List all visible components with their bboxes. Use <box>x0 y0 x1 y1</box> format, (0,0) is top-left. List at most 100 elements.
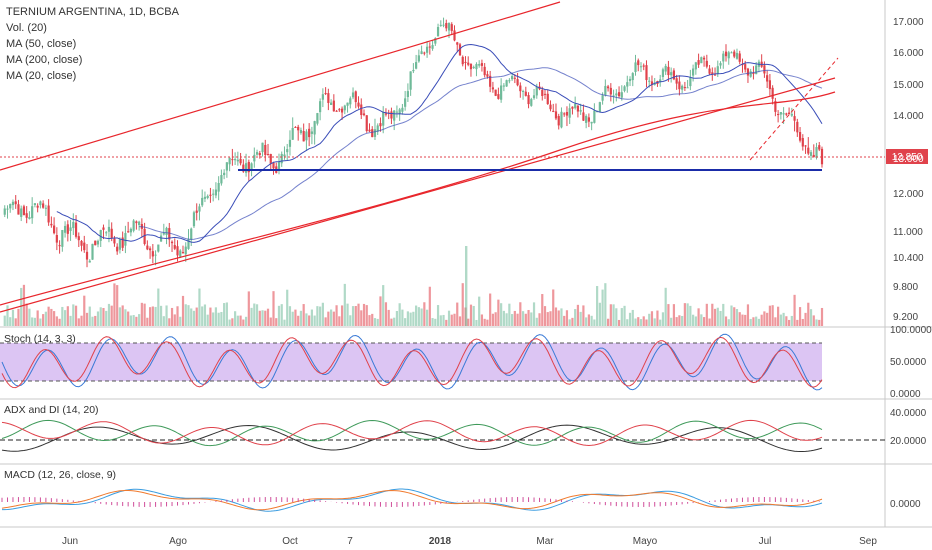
trend-lines[interactable] <box>0 1 839 313</box>
volume-bar <box>653 318 656 326</box>
candle-body <box>236 159 239 162</box>
indicator-volume[interactable]: Vol. (20) <box>6 22 47 34</box>
volume-bar <box>678 315 681 326</box>
volume-bar <box>31 317 34 326</box>
volume-bar <box>393 317 396 326</box>
candle-body <box>582 112 585 121</box>
volume-bar <box>508 303 511 326</box>
candle-body <box>428 46 431 48</box>
indicator-ma20[interactable]: MA (20, close) <box>6 70 77 82</box>
volume-bar <box>667 304 670 326</box>
volume-bar <box>771 305 774 326</box>
di-plus-line <box>1 419 823 447</box>
candle-body <box>774 101 777 112</box>
candle-body <box>357 102 360 107</box>
volume-bar <box>371 313 374 326</box>
candle-body <box>615 93 618 96</box>
candle-body <box>58 245 61 247</box>
volume-bar <box>113 283 116 326</box>
candle-body <box>258 153 261 156</box>
volume-bar <box>187 305 190 326</box>
volume-bar <box>724 316 728 326</box>
volume-bar <box>135 316 138 326</box>
candle-body <box>302 131 305 142</box>
volume-bar <box>217 312 220 326</box>
candle-body <box>793 116 796 121</box>
volume-bar <box>80 315 83 326</box>
volume-bar <box>593 319 596 326</box>
candle-body <box>798 132 802 141</box>
volume-bar <box>598 302 601 326</box>
volume-bar <box>648 313 651 326</box>
volume-bar <box>617 319 621 326</box>
candle-body <box>439 24 442 26</box>
stoch-pane-label[interactable]: Stoch (14, 3, 3) <box>4 333 76 345</box>
candle-body <box>77 236 80 241</box>
candle-body <box>637 60 640 66</box>
candle-body <box>406 91 409 98</box>
volume-bar <box>744 314 747 326</box>
candle-body <box>36 205 39 208</box>
volume-bar <box>25 303 28 326</box>
volume-bar <box>587 314 590 326</box>
candle-body <box>648 80 651 82</box>
candle-body <box>771 87 774 99</box>
candle-body <box>560 111 563 128</box>
candle-body <box>91 243 94 260</box>
volume-bar <box>478 296 481 326</box>
volume-bar <box>102 308 105 326</box>
candle-body <box>310 131 313 134</box>
ma-50-line <box>139 67 823 240</box>
volume-bar <box>752 317 755 326</box>
candle-body <box>628 78 632 81</box>
candle-body <box>373 129 377 137</box>
volume-bar <box>190 308 193 326</box>
candle-body <box>702 57 706 60</box>
volume-bar <box>497 299 500 326</box>
last-price-label: 12.850 <box>892 152 923 163</box>
candle-body <box>203 196 207 199</box>
candle-body <box>346 102 349 106</box>
moving-averages <box>0 43 836 306</box>
volume-bar <box>283 319 286 326</box>
volume-bar <box>697 308 700 326</box>
volume-bar <box>812 315 815 326</box>
volume-bar <box>91 316 94 326</box>
last-price-badge <box>886 149 928 164</box>
candle-body <box>157 244 160 252</box>
volume-bar <box>94 315 97 326</box>
volume-bar <box>138 314 141 326</box>
volume-bar <box>450 314 453 326</box>
candle-body <box>85 251 89 260</box>
adx-pane-label[interactable]: ADX and DI (14, 20) <box>4 404 99 416</box>
candle-body <box>20 208 23 217</box>
volume-bar <box>327 311 330 326</box>
candle-body <box>107 226 111 232</box>
volume-bar <box>360 310 363 326</box>
candle-body <box>458 44 462 56</box>
candle-body <box>250 163 253 170</box>
candle-body <box>105 232 108 234</box>
volume-bar <box>406 311 409 326</box>
volume-bar <box>192 310 196 326</box>
volume-bar <box>316 306 319 326</box>
candle-body <box>277 161 281 171</box>
volume-bar <box>807 302 810 326</box>
volume-bar <box>162 316 165 326</box>
candle-body <box>681 85 684 90</box>
volume-bar <box>159 305 163 326</box>
candle-body <box>735 52 739 59</box>
candle-body <box>148 248 152 251</box>
candle-body <box>768 80 771 90</box>
candle-body <box>384 113 388 115</box>
volume-bar <box>628 312 632 326</box>
volume-bar <box>642 316 645 326</box>
macd-pane-label[interactable]: MACD (12, 26, close, 9) <box>4 469 117 481</box>
candle-body <box>491 87 495 90</box>
volume-bar <box>58 318 61 326</box>
indicator-ma50[interactable]: MA (50, close) <box>6 38 77 50</box>
price-tick: 9.800 <box>893 282 918 293</box>
indicator-ma200[interactable]: MA (200, close) <box>6 54 83 66</box>
candle-body <box>25 213 28 218</box>
